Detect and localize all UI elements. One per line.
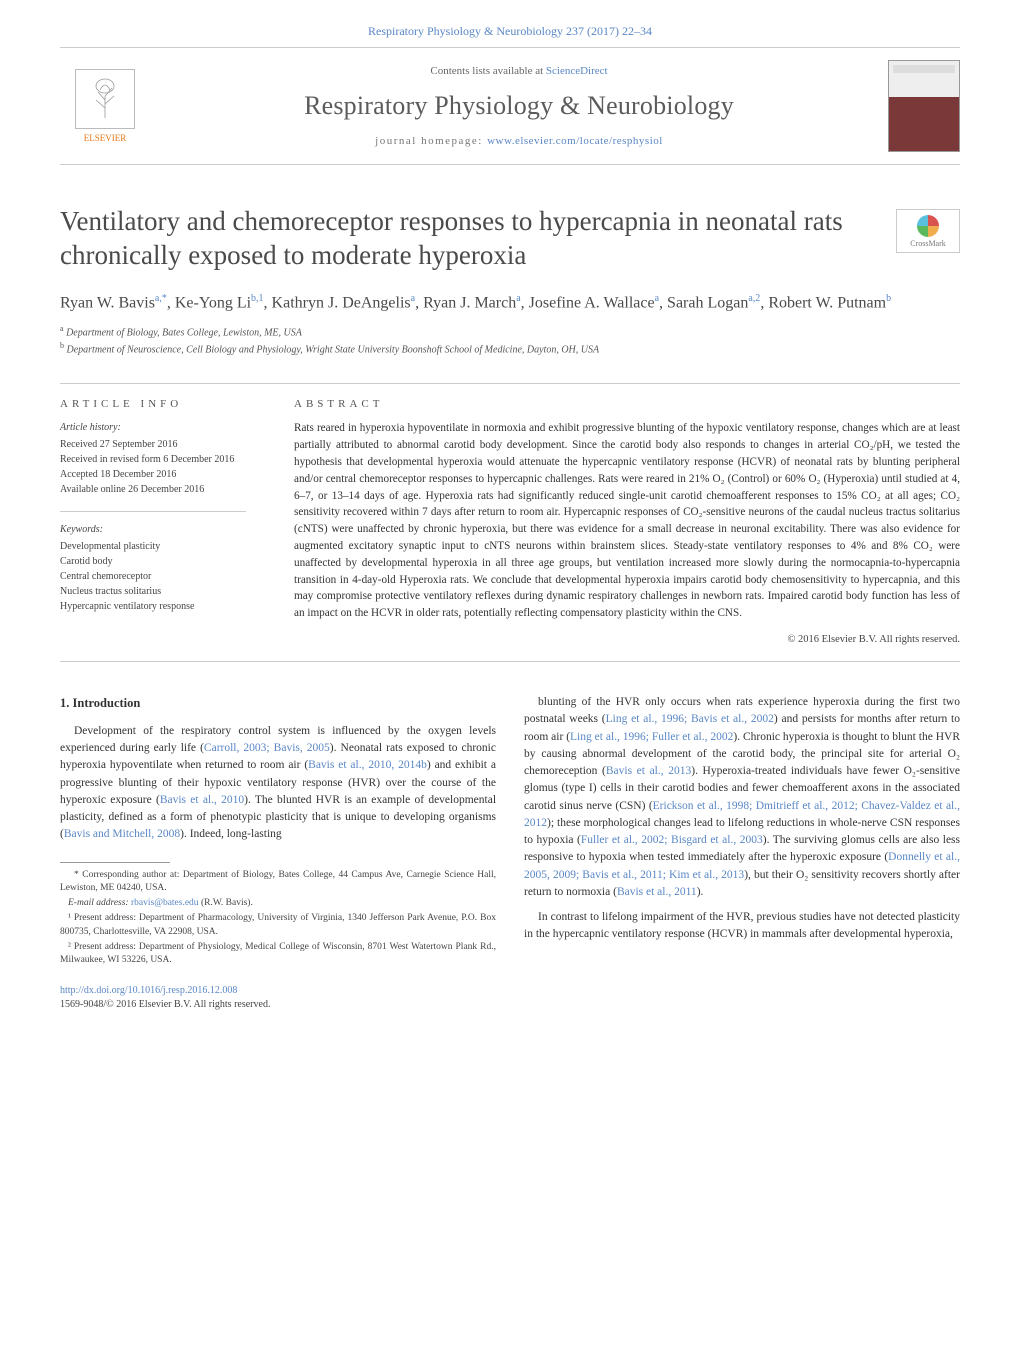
abstract-label: abstract xyxy=(294,398,960,410)
affiliation-a: a Department of Biology, Bates College, … xyxy=(60,323,960,340)
crossmark-badge[interactable]: CrossMark xyxy=(896,209,960,253)
keywords-block: Keywords: Developmental plasticity Carot… xyxy=(60,522,246,614)
issn-copyright-line: 1569-9048/© 2016 Elsevier B.V. All right… xyxy=(60,999,270,1010)
journal-cover-thumbnail xyxy=(888,60,960,152)
article-info-column: article info Article history: Received 2… xyxy=(60,398,270,645)
corresponding-author-note: * Corresponding author at: Department of… xyxy=(60,869,496,896)
body-column-right: blunting of the HVR only occurs when rat… xyxy=(524,694,960,970)
elsevier-tree-icon xyxy=(75,69,135,129)
corresponding-email-link[interactable]: rbavis@bates.edu xyxy=(131,898,199,908)
article-history-block: Article history: Received 27 September 2… xyxy=(60,420,246,497)
journal-name: Respiratory Physiology & Neurobiology xyxy=(150,91,888,121)
article-title: Ventilatory and chemoreceptor responses … xyxy=(60,205,960,273)
doi-block: http://dx.doi.org/10.1016/j.resp.2016.12… xyxy=(60,984,960,1012)
contents-line: Contents lists available at ScienceDirec… xyxy=(150,65,888,77)
present-address-1: ¹ Present address: Department of Pharmac… xyxy=(60,912,496,939)
footnote-rule xyxy=(60,862,170,863)
intro-paragraph-3: In contrast to lifelong impairment of th… xyxy=(524,909,960,944)
intro-paragraph-1: Development of the respiratory control s… xyxy=(60,723,496,844)
running-head: Respiratory Physiology & Neurobiology 23… xyxy=(0,0,1020,47)
journal-homepage-line: journal homepage: www.elsevier.com/locat… xyxy=(150,135,888,147)
affiliations: a Department of Biology, Bates College, … xyxy=(60,323,960,358)
footnotes-block: * Corresponding author at: Department of… xyxy=(60,869,496,968)
article-info-label: article info xyxy=(60,398,246,410)
journal-homepage-link[interactable]: www.elsevier.com/locate/resphysiol xyxy=(487,135,663,147)
authors-line: Ryan W. Bavisa,*, Ke-Yong Lib,1, Kathryn… xyxy=(60,291,960,315)
section-heading-introduction: 1. Introduction xyxy=(60,694,496,713)
sciencedirect-link[interactable]: ScienceDirect xyxy=(546,65,608,77)
publisher-label: ELSEVIER xyxy=(84,133,127,143)
body-column-left: 1. Introduction Development of the respi… xyxy=(60,694,496,970)
abstract-copyright: © 2016 Elsevier B.V. All rights reserved… xyxy=(294,634,960,645)
masthead: ELSEVIER Contents lists available at Sci… xyxy=(60,47,960,165)
intro-paragraph-2: blunting of the HVR only occurs when rat… xyxy=(524,694,960,901)
present-address-2: ² Present address: Department of Physiol… xyxy=(60,941,496,968)
email-line: E-mail address: rbavis@bates.edu (R.W. B… xyxy=(60,897,496,910)
affiliation-b: b Department of Neuroscience, Cell Biolo… xyxy=(60,340,960,357)
doi-link[interactable]: http://dx.doi.org/10.1016/j.resp.2016.12… xyxy=(60,985,237,996)
abstract-text: Rats reared in hyperoxia hypoventilate i… xyxy=(294,420,960,622)
crossmark-icon xyxy=(917,215,939,237)
abstract-column: abstract Rats reared in hyperoxia hypove… xyxy=(270,398,960,645)
elsevier-logo: ELSEVIER xyxy=(60,61,150,151)
